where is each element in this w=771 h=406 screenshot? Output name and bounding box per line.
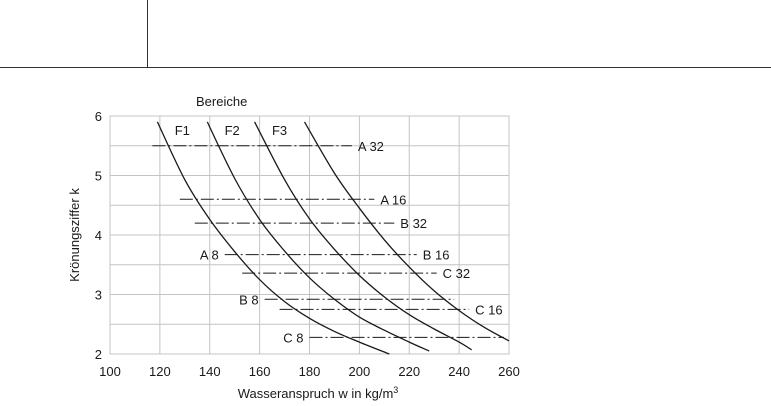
y-tick-label: 5 <box>95 169 102 184</box>
x-tick-label: 200 <box>349 364 371 379</box>
grading-line-label: B 8 <box>239 292 259 307</box>
x-tick-label: 260 <box>498 364 520 379</box>
x-axis-title: Wasseranspruch w in kg/m3 <box>238 385 399 401</box>
y-axis-title: Krönungsziffer k <box>67 188 82 282</box>
x-axis-title-sup: 3 <box>393 385 398 395</box>
grading-line-label: C 32 <box>443 266 470 281</box>
y-tick-label: 6 <box>95 109 102 124</box>
header-column-divider <box>147 0 148 68</box>
y-tick-label: 4 <box>95 228 102 243</box>
legend-title: Bereiche <box>196 94 247 109</box>
x-tick-label: 100 <box>99 364 121 379</box>
x-tick-label: 180 <box>299 364 321 379</box>
grading-line-label: B 32 <box>400 216 427 231</box>
tick-labels: 100 120 140 160 180 200 220 240 260 2 3 4 5 6 <box>95 109 520 379</box>
x-tick-label: 240 <box>448 364 470 379</box>
x-tick-label: 120 <box>149 364 171 379</box>
curve-line <box>206 121 430 352</box>
grading-line-label: A 16 <box>380 192 406 207</box>
x-tick-label: 140 <box>199 364 221 379</box>
y-tick-label: 3 <box>95 288 102 303</box>
grid-lines <box>109 115 510 355</box>
curve-line <box>303 121 510 342</box>
grading-line-label: A 32 <box>358 139 384 154</box>
header-bottom-rule <box>0 67 771 68</box>
grading-line-label: C 8 <box>283 330 303 345</box>
curve-line <box>254 121 472 351</box>
curve-label: F1 <box>175 123 190 138</box>
grading-line-label: C 16 <box>475 302 502 317</box>
curve-label: F2 <box>225 123 240 138</box>
grading-line-label: B 16 <box>423 248 450 263</box>
grading-lines: A 32 A 16 B 32 A 8 B 16 C 32 B 8 C 16 C 8 <box>152 139 505 345</box>
x-axis-title-main: Wasseranspruch w in kg/m <box>238 386 394 401</box>
curves: F1 F2 F3 <box>156 121 510 355</box>
curve-line <box>156 121 390 355</box>
x-tick-label: 160 <box>249 364 271 379</box>
curve-label: F3 <box>272 123 287 138</box>
y-tick-label: 2 <box>95 347 102 362</box>
header-band <box>0 0 771 68</box>
x-tick-label: 220 <box>398 364 420 379</box>
grading-line-label: A 8 <box>200 248 219 263</box>
